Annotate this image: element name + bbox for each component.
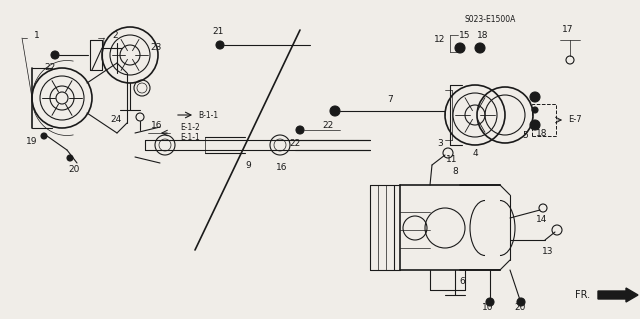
Text: 1: 1 [34, 32, 40, 41]
Circle shape [67, 155, 73, 161]
Text: E-1-1: E-1-1 [180, 133, 200, 143]
Text: 8: 8 [452, 167, 458, 176]
Text: 20: 20 [515, 303, 525, 313]
Text: 22: 22 [44, 63, 56, 72]
Circle shape [216, 41, 224, 49]
Text: 20: 20 [68, 166, 80, 174]
Text: 7: 7 [387, 95, 393, 105]
Text: 16: 16 [276, 162, 288, 172]
Circle shape [532, 107, 538, 113]
Text: E-1-2: E-1-2 [180, 123, 200, 132]
Text: 12: 12 [435, 35, 445, 44]
Text: 19: 19 [26, 137, 37, 145]
Circle shape [530, 92, 540, 102]
Text: B-1-1: B-1-1 [198, 110, 218, 120]
Text: 4: 4 [472, 149, 478, 158]
Text: E-7: E-7 [568, 115, 582, 124]
Text: 2: 2 [112, 32, 118, 41]
Circle shape [41, 133, 47, 139]
Circle shape [530, 120, 540, 130]
Text: 11: 11 [446, 155, 458, 165]
Text: 17: 17 [563, 26, 573, 34]
Text: 18: 18 [536, 129, 548, 137]
FancyArrow shape [598, 288, 638, 302]
Text: 13: 13 [542, 248, 554, 256]
Text: 23: 23 [150, 42, 161, 51]
Text: 5: 5 [522, 130, 528, 139]
Circle shape [296, 126, 304, 134]
Text: 24: 24 [111, 115, 122, 124]
Circle shape [475, 43, 485, 53]
Text: 22: 22 [323, 121, 333, 130]
Circle shape [486, 298, 494, 306]
Circle shape [51, 51, 59, 59]
Circle shape [455, 43, 465, 53]
Text: 14: 14 [536, 216, 548, 225]
Text: 22: 22 [289, 138, 301, 147]
Text: 21: 21 [212, 27, 224, 36]
Text: 18: 18 [477, 31, 489, 40]
Text: 10: 10 [483, 303, 493, 313]
Text: 15: 15 [460, 31, 471, 40]
Text: 16: 16 [151, 121, 163, 130]
Text: 9: 9 [245, 160, 251, 169]
Circle shape [330, 106, 340, 116]
Text: S023-E1500A: S023-E1500A [464, 16, 516, 25]
Text: FR.: FR. [575, 290, 590, 300]
Text: 3: 3 [437, 138, 443, 147]
Text: 6: 6 [459, 278, 465, 286]
Circle shape [517, 298, 525, 306]
